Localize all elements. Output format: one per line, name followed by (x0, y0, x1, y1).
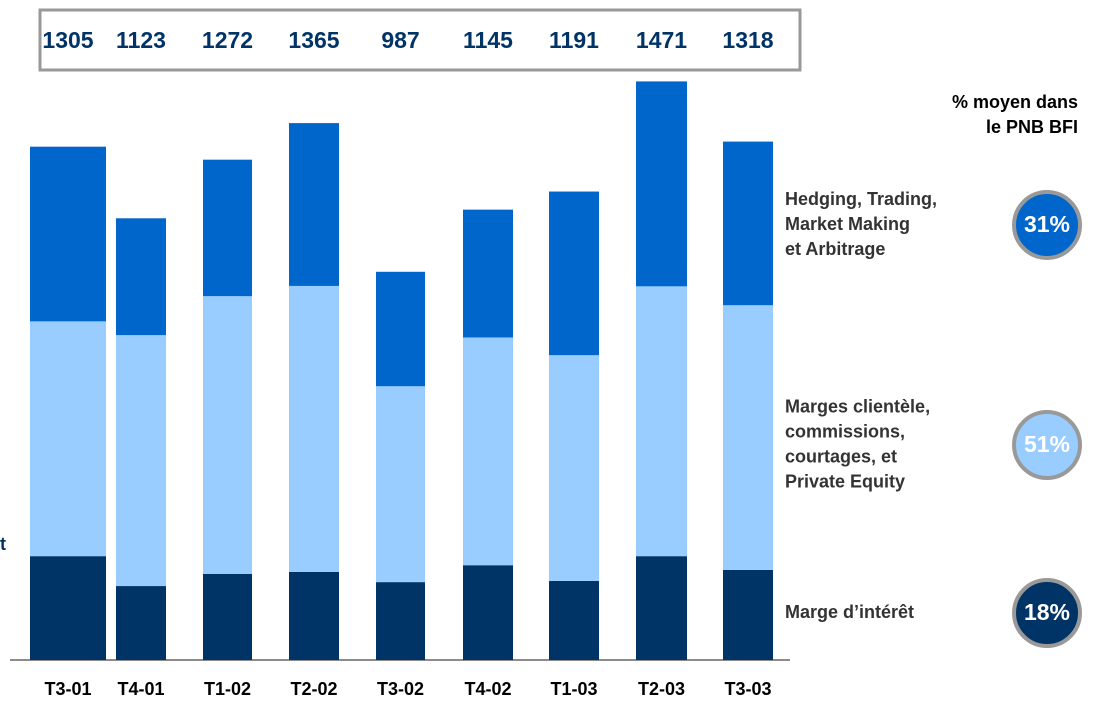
legend-title: % moyen dans (952, 92, 1078, 112)
x-tick-label: T2-03 (638, 679, 685, 699)
legend-label: commissions, (785, 421, 905, 441)
total-label: 987 (381, 27, 419, 53)
bar-segment (116, 335, 166, 587)
legend-label: Marges clientèle, (785, 396, 930, 416)
x-tick-label: T3-01 (44, 679, 91, 699)
legend-label: Marge d’intérêt (785, 602, 914, 622)
total-label: 1365 (288, 27, 339, 53)
x-tick-label: T3-03 (724, 679, 771, 699)
bar-segment (549, 355, 599, 581)
bar-segment (636, 81, 687, 287)
total-label: 1471 (636, 27, 687, 53)
bar-segment (30, 146, 106, 322)
legend-share: 51% (1024, 431, 1070, 457)
x-tick-label: T3-02 (377, 679, 424, 699)
legend-marker (1012, 190, 1082, 260)
total-label: 1318 (722, 27, 773, 53)
bar-segment (30, 556, 106, 660)
bar-segment (289, 571, 339, 660)
total-label: 1123 (116, 27, 166, 53)
bar-segment (289, 285, 339, 572)
bar-segment (463, 337, 513, 566)
legend-label: Hedging, Trading, (785, 189, 937, 209)
x-tick-label: T1-02 (204, 679, 251, 699)
bar-segment (723, 141, 773, 306)
legend-label: Private Equity (785, 471, 905, 491)
legend-share: 18% (1024, 599, 1070, 625)
total-label: 1145 (463, 27, 513, 53)
bar-segment (549, 580, 599, 660)
legend-title: le PNB BFI (986, 117, 1078, 137)
legend-marker (1012, 578, 1082, 648)
bar-segment (203, 573, 252, 660)
x-tick-label: T4-02 (464, 679, 511, 699)
totals-box (38, 8, 802, 72)
legend-label: courtages, et (785, 446, 897, 466)
bar-segment (30, 321, 106, 557)
legend-share: 31% (1024, 211, 1070, 237)
bar-segment (723, 305, 773, 570)
bar-segment (636, 286, 687, 557)
legend-label: et Arbitrage (785, 239, 885, 259)
x-tick-label: T2-02 (290, 679, 337, 699)
annotation: t (0, 534, 6, 554)
bar-segment (723, 569, 773, 660)
bar-segment (376, 582, 425, 660)
bar-segment (636, 556, 687, 660)
bar-segment (463, 565, 513, 660)
legend-label: Market Making (785, 214, 910, 234)
legend-marker (1012, 410, 1082, 480)
total-label: 1272 (202, 27, 253, 53)
bar-segment (376, 386, 425, 583)
bar-segment (463, 209, 513, 338)
bar-segment (376, 271, 425, 387)
bar-segment (289, 123, 339, 286)
total-label: 1305 (42, 27, 93, 53)
x-tick-label: T4-01 (117, 679, 164, 699)
bar-segment (203, 159, 252, 297)
x-tick-label: T1-03 (550, 679, 597, 699)
bar-segment (116, 586, 166, 660)
total-label: 1191 (549, 27, 599, 53)
bar-segment (203, 296, 252, 574)
bar-segment (116, 218, 166, 336)
bar-segment (549, 191, 599, 356)
